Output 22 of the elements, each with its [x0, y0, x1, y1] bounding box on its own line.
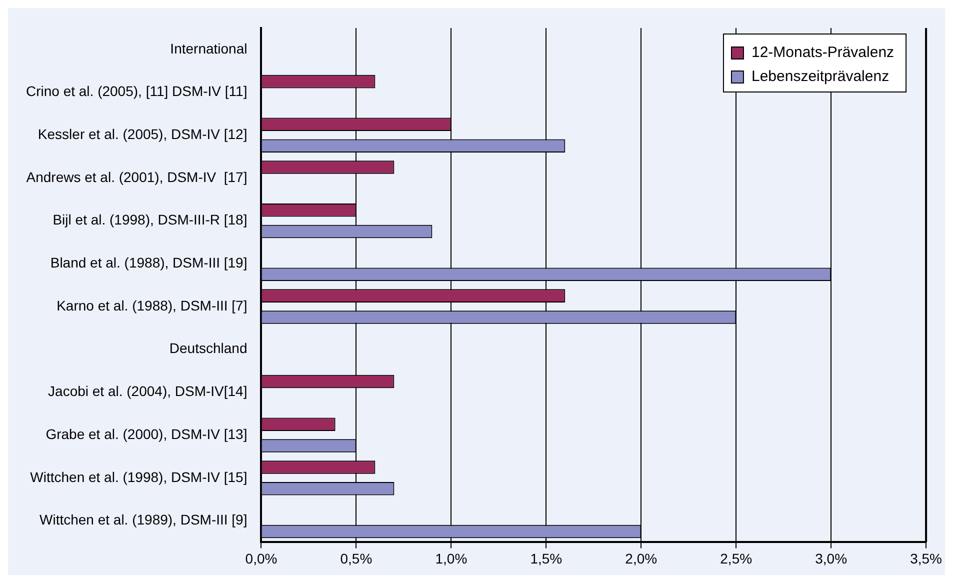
x-tick-label: 2,0%	[625, 550, 658, 566]
x-tick-label: 1,5%	[530, 550, 562, 566]
y-tick-label: Wittchen et al. (1989), DSM-III [9]	[39, 512, 248, 528]
legend-label: 12-Monats-Prävalenz	[751, 44, 894, 62]
x-tick-label: 3,5%	[910, 550, 942, 566]
y-tick-label: Bijl et al. (1998), DSM-III-R [18]	[52, 212, 248, 228]
y-tick-label: Wittchen et al. (1998), DSM-IV [15]	[30, 468, 248, 485]
x-tick-label: 2,5%	[720, 550, 752, 566]
y-tick-label: Bland et al. (1988), DSM-III [19]	[50, 254, 248, 271]
y-tick-label: Crino et al. (2005), [11] DSM-IV [11]	[26, 83, 248, 100]
y-tick-label: Grabe et al. (2000), DSM-IV [13]	[46, 426, 248, 442]
y-tick-label: Jacobi et al. (2004), DSM-IV[14]	[48, 383, 248, 400]
y-tick-label: Kessler et al. (2005), DSM-IV [12]	[38, 126, 248, 142]
x-tick-label: 1,0%	[435, 550, 468, 566]
y-tick-label: International	[170, 40, 248, 56]
x-tick-label: 0,0%	[245, 550, 278, 566]
x-tick-label: 0,5%	[340, 550, 372, 566]
y-tick-label: Andrews et al. (2001), DSM-IV [17]	[26, 168, 248, 185]
y-tick-label: Karno et al. (1988), DSM-III [7]	[56, 297, 248, 314]
x-tick-label: 3,0%	[815, 550, 848, 566]
y-tick-label: Deutschland	[169, 340, 248, 356]
legend-label: Lebenszeitprävalenz	[751, 68, 890, 86]
